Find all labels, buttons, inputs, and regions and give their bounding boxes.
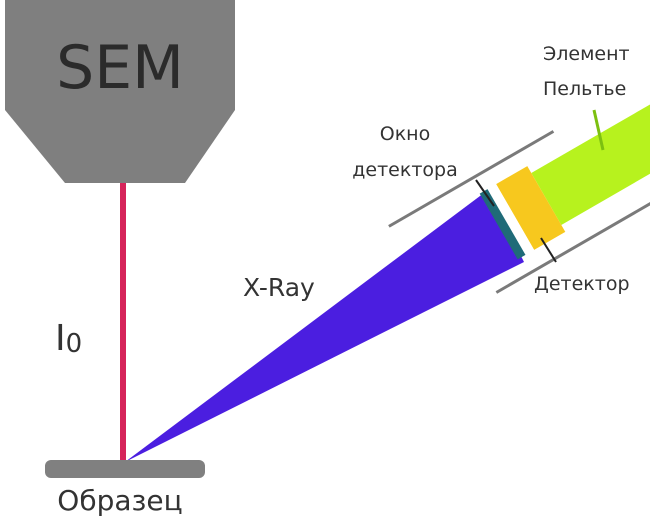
gap [487, 184, 535, 255]
beam-symbol: I [55, 318, 66, 359]
detector-crystal [496, 166, 566, 250]
rail-bottom [495, 186, 650, 294]
sample [45, 460, 205, 478]
peltier-pointer [592, 109, 605, 151]
sem-label: SEM [56, 33, 184, 103]
window-pointer [475, 179, 495, 207]
peltier-element [531, 73, 650, 225]
rail-top [388, 130, 555, 228]
beam-label: I0 [55, 318, 82, 359]
detector-window [479, 189, 526, 260]
peltier-label-1: Элемент [543, 43, 630, 65]
detector-pointer [540, 237, 557, 263]
xray-label: X-Ray [243, 273, 315, 302]
detector-label: Детектор [534, 273, 630, 295]
detector-assembly [388, 73, 650, 294]
window-label-2: детектора [352, 159, 457, 181]
window-label-1: Окно [380, 123, 430, 145]
beam-subscript: 0 [66, 329, 83, 359]
sample-label: Образец [57, 484, 182, 517]
peltier-label-2: Пельтье [543, 78, 626, 100]
sem-column [5, 0, 235, 183]
xray-cone [125, 190, 524, 462]
